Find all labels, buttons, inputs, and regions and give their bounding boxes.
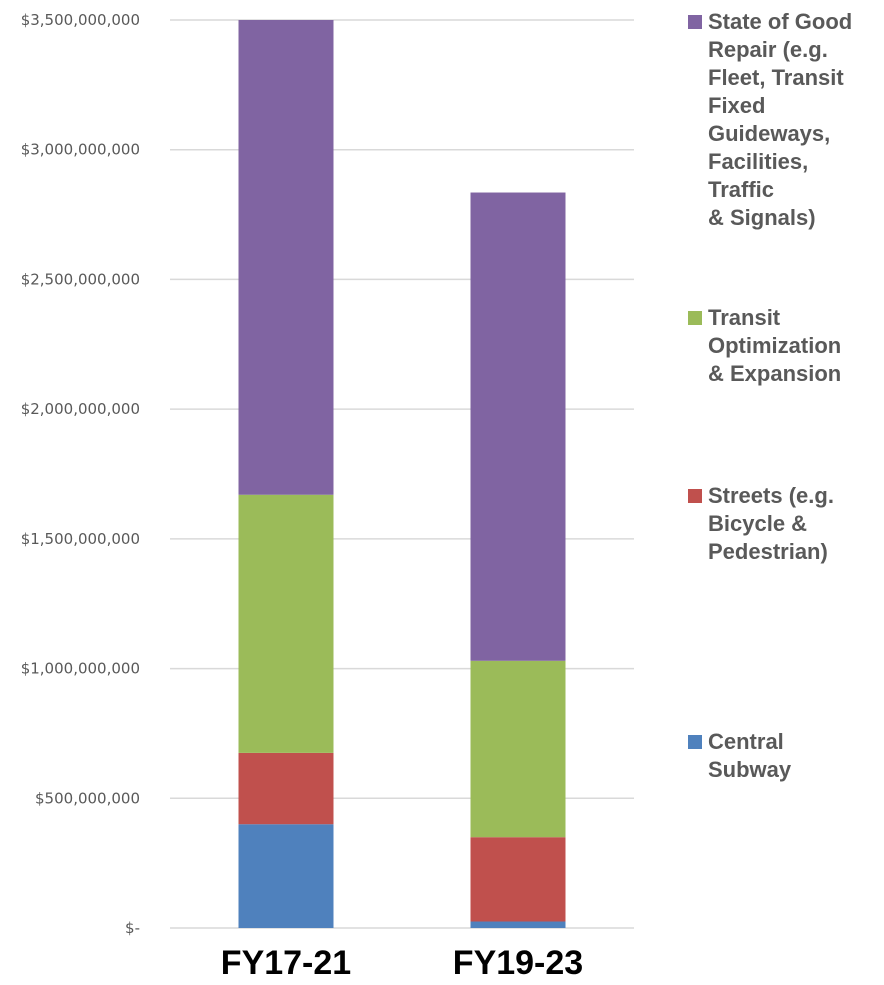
legend-item: Transit Optimization & Expansion bbox=[688, 304, 884, 388]
bar-segment-central-fy19-23 bbox=[470, 921, 566, 928]
bar-segment-central-fy17-21 bbox=[238, 824, 334, 928]
legend-swatch bbox=[688, 735, 702, 749]
y-tick-label: $1,500,000,000 bbox=[21, 530, 140, 548]
bar-segment-transit-fy19-23 bbox=[470, 660, 566, 838]
stacked-bar-chart: $- $500,000,000 $1,000,000,000 $1,500,000,0… bbox=[21, 11, 634, 982]
legend-item: State of Good Repair (e.g. Fleet, Transit F… bbox=[688, 8, 884, 232]
x-category-label: FY17-21 bbox=[221, 944, 351, 982]
legend-swatch bbox=[688, 489, 702, 503]
legend-swatch bbox=[688, 311, 702, 325]
legend-label-line: Traffic bbox=[708, 177, 775, 202]
x-category-label: FY19-23 bbox=[453, 944, 583, 982]
legend-label-line: Subway bbox=[708, 757, 792, 782]
legend-label: Streets (e.g. Bicycle & Pedestrian) bbox=[708, 482, 884, 566]
legend-label-line: Fleet, Transit bbox=[708, 65, 844, 90]
legend-label-line: Facilities, bbox=[708, 149, 809, 174]
legend-label-line: State of Good bbox=[708, 9, 853, 34]
legend-label-line: Fixed bbox=[708, 93, 766, 118]
legend-label-line: Optimization bbox=[708, 333, 842, 358]
bar-segment-streets-fy17-21 bbox=[238, 752, 334, 825]
legend-label-line: Guideways, bbox=[708, 121, 831, 146]
legend-label-line: Transit bbox=[708, 305, 781, 330]
y-tick-label: $500,000,000 bbox=[35, 789, 140, 807]
y-tick-label: $3,000,000,000 bbox=[21, 141, 140, 159]
legend-label: Transit Optimization & Expansion bbox=[708, 304, 884, 388]
legend-label-line: Central bbox=[708, 729, 784, 754]
legend-item: Central Subway bbox=[688, 728, 884, 784]
bar-segment-state-fy19-23 bbox=[470, 192, 566, 661]
legend-swatch bbox=[688, 15, 702, 29]
legend-label-line: Bicycle & bbox=[708, 511, 808, 536]
y-tick-label: $2,000,000,000 bbox=[21, 400, 140, 418]
bar-segment-state-fy17-21 bbox=[238, 20, 334, 495]
legend-label-line: & Expansion bbox=[708, 361, 842, 386]
legend-label-line: Pedestrian) bbox=[708, 539, 828, 564]
y-tick-label: $1,000,000,000 bbox=[21, 660, 140, 678]
legend-label: Central Subway bbox=[708, 728, 884, 784]
legend-label: State of Good Repair (e.g. Fleet, Transit F… bbox=[708, 8, 884, 232]
bar-segment-transit-fy17-21 bbox=[238, 494, 334, 753]
bar-segment-streets-fy19-23 bbox=[470, 837, 566, 922]
legend-label-line: & Signals) bbox=[708, 205, 816, 230]
chart-legend: State of Good Repair (e.g. Fleet, Transit F… bbox=[688, 0, 884, 985]
y-tick-label: $2,500,000,000 bbox=[21, 270, 140, 288]
y-tick-label: $3,500,000,000 bbox=[21, 11, 140, 29]
legend-label-line: Repair (e.g. bbox=[708, 37, 828, 62]
y-tick-label: $- bbox=[125, 919, 140, 937]
legend-label-line: Streets (e.g. bbox=[708, 483, 834, 508]
legend-item: Streets (e.g. Bicycle & Pedestrian) bbox=[688, 482, 884, 566]
